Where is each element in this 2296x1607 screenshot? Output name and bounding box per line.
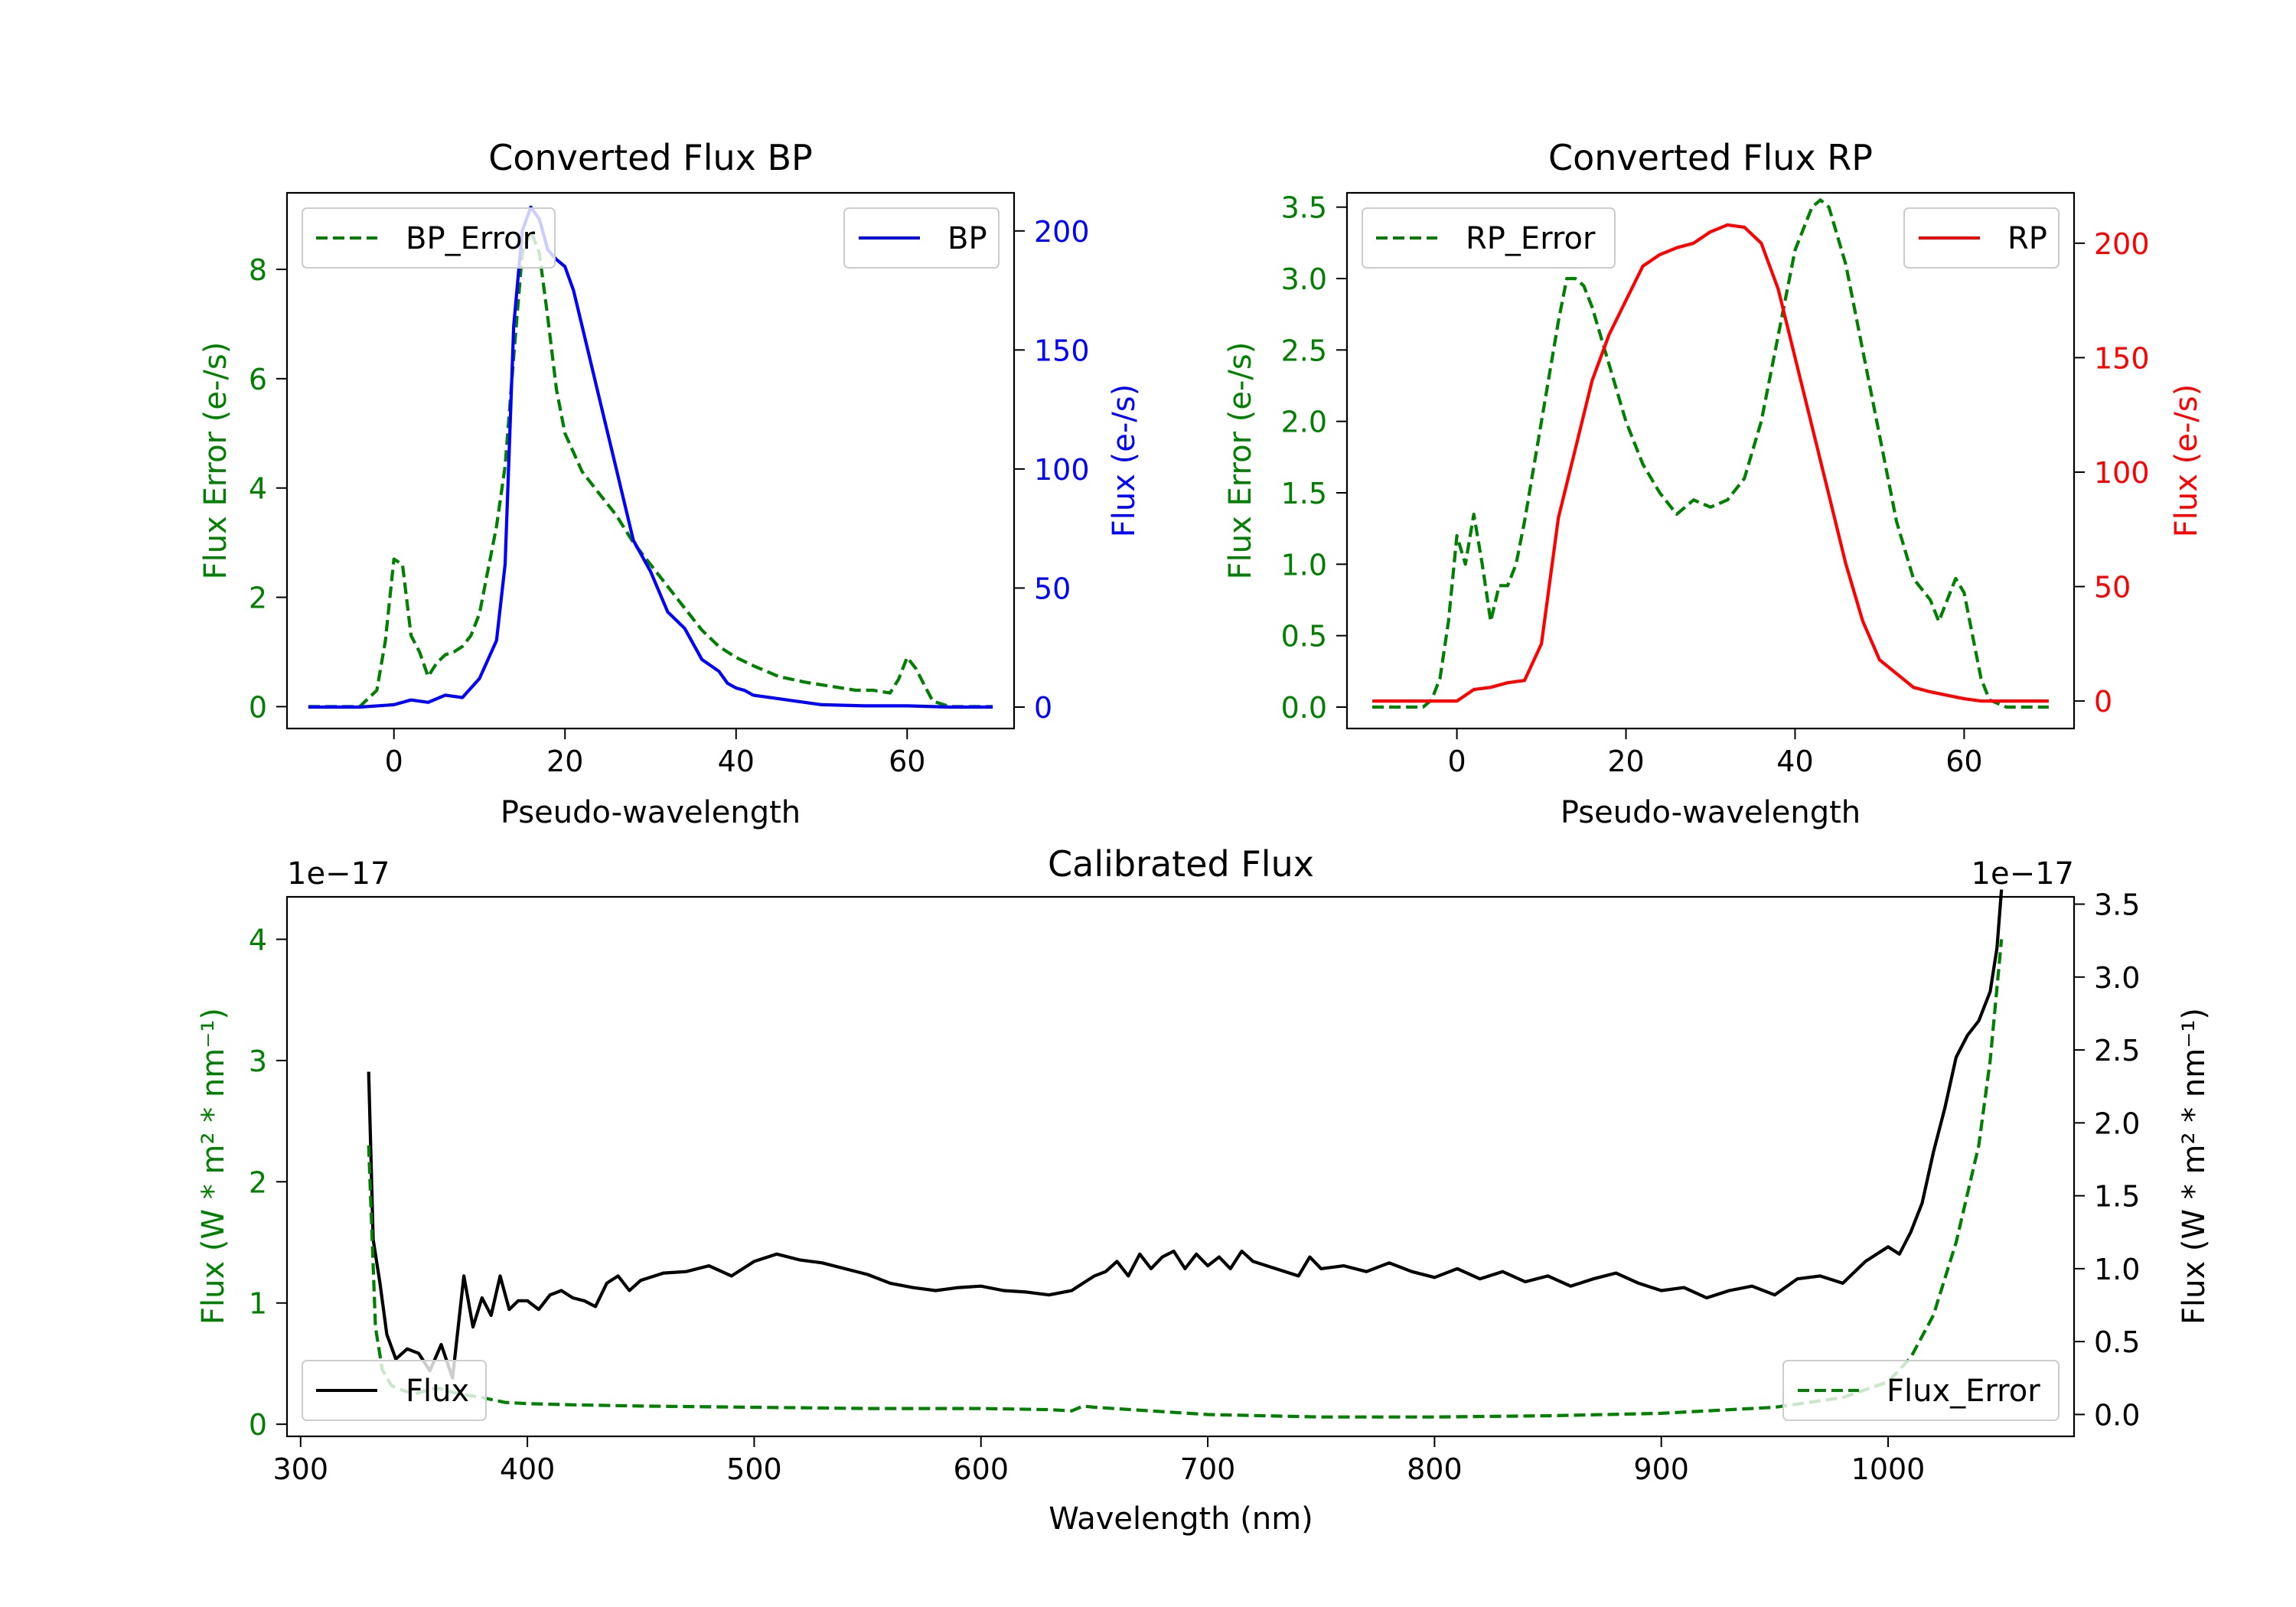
y-right-tick-label: 3.5 bbox=[2094, 888, 2140, 922]
bp-ticks: 0 20 40 60 0 2 4 6 8 0 50 100 150 200 bbox=[249, 215, 1090, 778]
y-left-tick-label: 4 bbox=[249, 472, 267, 506]
rp-ylabel-right: Flux (e-/s) bbox=[2169, 384, 2204, 537]
bp-ylabel-left: Flux Error (e-/s) bbox=[198, 342, 233, 580]
x-tick-label: 400 bbox=[500, 1452, 556, 1486]
calibrated-ylabel-left: Flux (W * m² * nm⁻¹) bbox=[196, 1008, 231, 1325]
y-left-tick-label: 0 bbox=[249, 1408, 267, 1442]
series-rp-line bbox=[1372, 223, 2049, 703]
calibrated-title: Calibrated Flux bbox=[1048, 843, 1314, 885]
series-bp-line bbox=[308, 205, 993, 709]
bp-lines bbox=[308, 205, 993, 709]
calibrated-offset-left: 1e−17 bbox=[287, 856, 390, 892]
bp-legend-error-label: BP_Error bbox=[406, 221, 536, 256]
rp-axes-frame bbox=[1345, 191, 2076, 730]
rp-ticks: 0 20 40 60 0.0 0.5 1.0 1.5 2.0 2.5 3.0 3.5 0 50 100 150… bbox=[1281, 191, 2150, 778]
series-flux-line bbox=[367, 889, 2004, 1380]
calibrated-legend-flux: Flux bbox=[302, 1360, 487, 1421]
calibrated-axes-frame bbox=[285, 895, 2076, 1438]
x-tick-label: 300 bbox=[273, 1452, 329, 1486]
x-tick-label: 0 bbox=[1448, 745, 1466, 778]
calibrated-legend-error: Flux_Error bbox=[1782, 1360, 2060, 1421]
bp-title: Converted Flux BP bbox=[488, 137, 813, 178]
y-left-tick-label: 1.0 bbox=[1281, 548, 1327, 582]
rp-ylabel-left: Flux Error (e-/s) bbox=[1223, 342, 1258, 580]
y-left-tick-label: 4 bbox=[249, 923, 267, 957]
x-tick-label: 900 bbox=[1633, 1452, 1689, 1486]
series-flux-error-line bbox=[367, 939, 2004, 1419]
bp-legend-flux: BP bbox=[843, 207, 1000, 269]
calibrated-legend-error-label: Flux_Error bbox=[1887, 1374, 2040, 1409]
x-tick-label: 600 bbox=[953, 1452, 1009, 1486]
x-tick-label: 20 bbox=[1607, 745, 1644, 778]
y-left-tick-label: 0 bbox=[249, 690, 267, 724]
panel-rp: Converted Flux RP 0 20 40 60 0.0 0.5 1.0 1.5 2.0… bbox=[1223, 137, 2204, 830]
bp-legend-error: BP_Error bbox=[302, 207, 556, 269]
y-right-tick-label: 0 bbox=[1034, 691, 1052, 725]
y-right-tick-label: 50 bbox=[1034, 572, 1071, 605]
y-left-tick-label: 2 bbox=[249, 1165, 267, 1199]
y-right-tick-label: 1.5 bbox=[2094, 1180, 2140, 1214]
series-bp-error-line bbox=[308, 229, 993, 709]
y-left-tick-label: 3 bbox=[249, 1045, 267, 1078]
bp-legend-flux-label: BP bbox=[947, 221, 987, 256]
rp-title: Converted Flux RP bbox=[1548, 137, 1873, 178]
y-right-tick-label: 50 bbox=[2094, 571, 2131, 605]
x-tick-label: 60 bbox=[889, 745, 925, 778]
rp-legend-error-label: RP_Error bbox=[1466, 221, 1596, 256]
y-left-tick-label: 8 bbox=[249, 253, 267, 287]
rp-legend-flux-label: RP bbox=[2007, 221, 2047, 256]
y-right-tick-label: 2.0 bbox=[2094, 1107, 2140, 1140]
y-right-tick-label: 200 bbox=[1034, 215, 1090, 249]
y-right-tick-label: 1.0 bbox=[2094, 1253, 2140, 1286]
x-tick-label: 40 bbox=[718, 745, 755, 778]
y-left-tick-label: 6 bbox=[249, 363, 267, 396]
y-left-tick-label: 1 bbox=[249, 1287, 267, 1321]
y-left-tick-label: 2 bbox=[249, 582, 267, 615]
calibrated-legend-flux-label: Flux bbox=[406, 1374, 469, 1409]
rp-legend-error: RP_Error bbox=[1362, 207, 1616, 269]
rp-legend-flux: RP bbox=[1903, 207, 2060, 269]
y-right-tick-label: 100 bbox=[1034, 453, 1090, 487]
calibrated-ticks: 300 400 500 600 700 800 900 1000 0 1 2 3 4 0.0 0.5 1.0 1… bbox=[249, 888, 2141, 1486]
panel-bp: Converted Flux BP 0 20 40 60 0 2 4 6 8 0 50 100 150 2… bbox=[198, 137, 1142, 830]
x-tick-label: 0 bbox=[385, 745, 403, 778]
panel-calibrated: Calibrated Flux 1e−17 1e−17 300 400 500 600… bbox=[196, 843, 2212, 1537]
x-tick-label: 700 bbox=[1180, 1452, 1236, 1486]
x-tick-label: 800 bbox=[1407, 1452, 1463, 1486]
y-right-tick-label: 0 bbox=[2094, 685, 2112, 719]
calibrated-ylabel-right: Flux (W * m² * nm⁻¹) bbox=[2177, 1008, 2212, 1325]
x-tick-label: 500 bbox=[726, 1452, 782, 1486]
rp-lines bbox=[1372, 198, 2049, 709]
bp-axes-frame bbox=[285, 191, 1016, 730]
y-right-tick-label: 2.5 bbox=[2094, 1034, 2140, 1068]
x-tick-label: 60 bbox=[1945, 745, 1982, 778]
bp-xlabel: Pseudo-wavelength bbox=[501, 795, 801, 830]
rp-xlabel: Pseudo-wavelength bbox=[1561, 795, 1861, 830]
x-tick-label: 40 bbox=[1776, 745, 1813, 778]
calibrated-lines bbox=[367, 889, 2004, 1419]
calibrated-offset-right: 1e−17 bbox=[1971, 856, 2074, 892]
bp-ylabel-right: Flux (e-/s) bbox=[1107, 384, 1142, 537]
calibrated-xlabel: Wavelength (nm) bbox=[1049, 1501, 1313, 1537]
y-right-tick-label: 200 bbox=[2094, 227, 2150, 261]
y-right-tick-label: 0.5 bbox=[2094, 1325, 2140, 1359]
y-left-tick-label: 0.0 bbox=[1281, 691, 1327, 725]
x-tick-label: 20 bbox=[546, 745, 583, 778]
y-right-tick-label: 0.0 bbox=[2094, 1398, 2140, 1432]
y-left-tick-label: 3.5 bbox=[1281, 191, 1327, 225]
y-left-tick-label: 3.0 bbox=[1281, 262, 1327, 296]
y-right-tick-label: 150 bbox=[1034, 334, 1090, 367]
x-tick-label: 1000 bbox=[1851, 1452, 1926, 1486]
y-right-tick-label: 100 bbox=[2094, 456, 2150, 490]
y-right-tick-label: 3.0 bbox=[2094, 961, 2140, 995]
y-left-tick-label: 0.5 bbox=[1281, 620, 1327, 654]
y-left-tick-label: 2.5 bbox=[1281, 334, 1327, 367]
y-right-tick-label: 150 bbox=[2094, 341, 2150, 375]
y-left-tick-label: 2.0 bbox=[1281, 406, 1327, 439]
y-left-tick-label: 1.5 bbox=[1281, 477, 1327, 510]
series-rp-error-line bbox=[1372, 198, 2049, 709]
